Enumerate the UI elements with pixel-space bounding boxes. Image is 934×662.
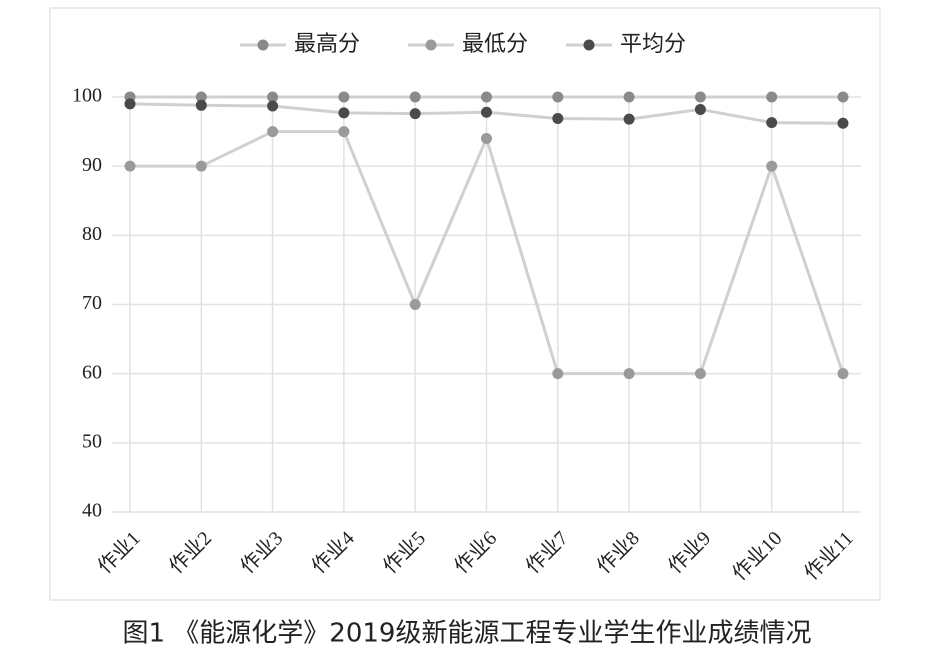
data-point <box>409 299 421 310</box>
legend-marker <box>583 39 595 51</box>
data-point <box>837 91 849 103</box>
data-point <box>409 108 421 120</box>
data-point <box>694 103 706 115</box>
y-tick-label: 100 <box>72 85 102 107</box>
data-point <box>766 91 778 103</box>
data-point <box>837 368 849 380</box>
data-point <box>481 91 492 103</box>
data-point <box>552 91 564 103</box>
legend-marker <box>425 39 437 51</box>
legend-label: 最高分 <box>294 32 360 57</box>
y-tick-label: 60 <box>82 361 102 383</box>
data-point <box>623 368 635 380</box>
caption: 图1 《能源化学》2019级新能源工程专业学生作业成绩情况 <box>123 619 812 649</box>
data-point <box>267 126 279 138</box>
data-point <box>552 368 564 380</box>
data-point <box>124 160 136 172</box>
y-tick-label: 90 <box>82 154 102 176</box>
y-tick-label: 70 <box>82 292 102 314</box>
y-tick-label: 40 <box>82 500 102 522</box>
y-tick-label: 80 <box>82 223 102 245</box>
data-point <box>338 91 350 103</box>
data-point <box>623 113 635 125</box>
legend-label: 最低分 <box>462 32 528 57</box>
data-point <box>694 368 706 380</box>
data-point <box>766 160 778 172</box>
data-point <box>552 112 564 124</box>
data-point <box>195 99 207 111</box>
data-point <box>195 160 207 172</box>
data-point <box>837 117 849 129</box>
data-point <box>338 126 350 138</box>
data-point <box>623 91 635 103</box>
data-point <box>124 98 136 110</box>
data-point <box>481 133 492 144</box>
data-point <box>766 117 778 129</box>
data-point <box>481 106 492 118</box>
data-point <box>338 107 350 119</box>
data-point <box>195 91 207 103</box>
data-point <box>267 100 279 112</box>
data-point <box>409 91 421 103</box>
legend-marker <box>257 39 269 51</box>
data-point <box>267 91 279 103</box>
y-tick-label: 50 <box>82 430 102 452</box>
legend-label: 平均分 <box>620 32 686 57</box>
data-point <box>694 91 706 103</box>
